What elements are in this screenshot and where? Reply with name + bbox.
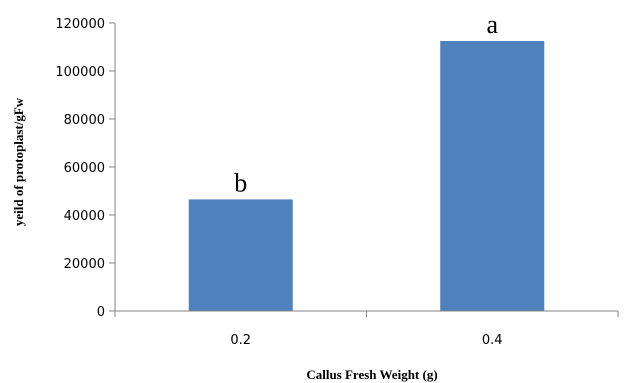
bars [188, 41, 545, 311]
y-tick-label: 60000 [64, 161, 105, 176]
y-tick-label: 40000 [64, 209, 105, 224]
y-axis-ticks: 0 20000 40000 60000 80000 100000 120000 [55, 17, 115, 320]
y-tick-label: 120000 [55, 17, 105, 32]
bar-annotation-label: b [234, 168, 247, 197]
y-axis-title: yeild of protoplast/gFw [11, 97, 26, 226]
y-tick-label: 20000 [64, 257, 105, 272]
x-axis-ticks: 0.2 0.4 [114, 311, 619, 348]
y-tick-label: 100000 [55, 65, 105, 80]
y-tick-label: 80000 [64, 113, 105, 128]
x-tick-label: 0.4 [482, 333, 503, 348]
x-axis-title: Callus Fresh Weight (g) [306, 367, 437, 382]
bar-annotations: ba [234, 10, 498, 197]
bar-0.2 [188, 199, 293, 311]
bar-annotation-label: a [486, 10, 498, 39]
bar-0.4 [440, 41, 545, 311]
x-tick-label: 0.2 [230, 333, 251, 348]
y-tick-label: 0 [97, 305, 105, 320]
